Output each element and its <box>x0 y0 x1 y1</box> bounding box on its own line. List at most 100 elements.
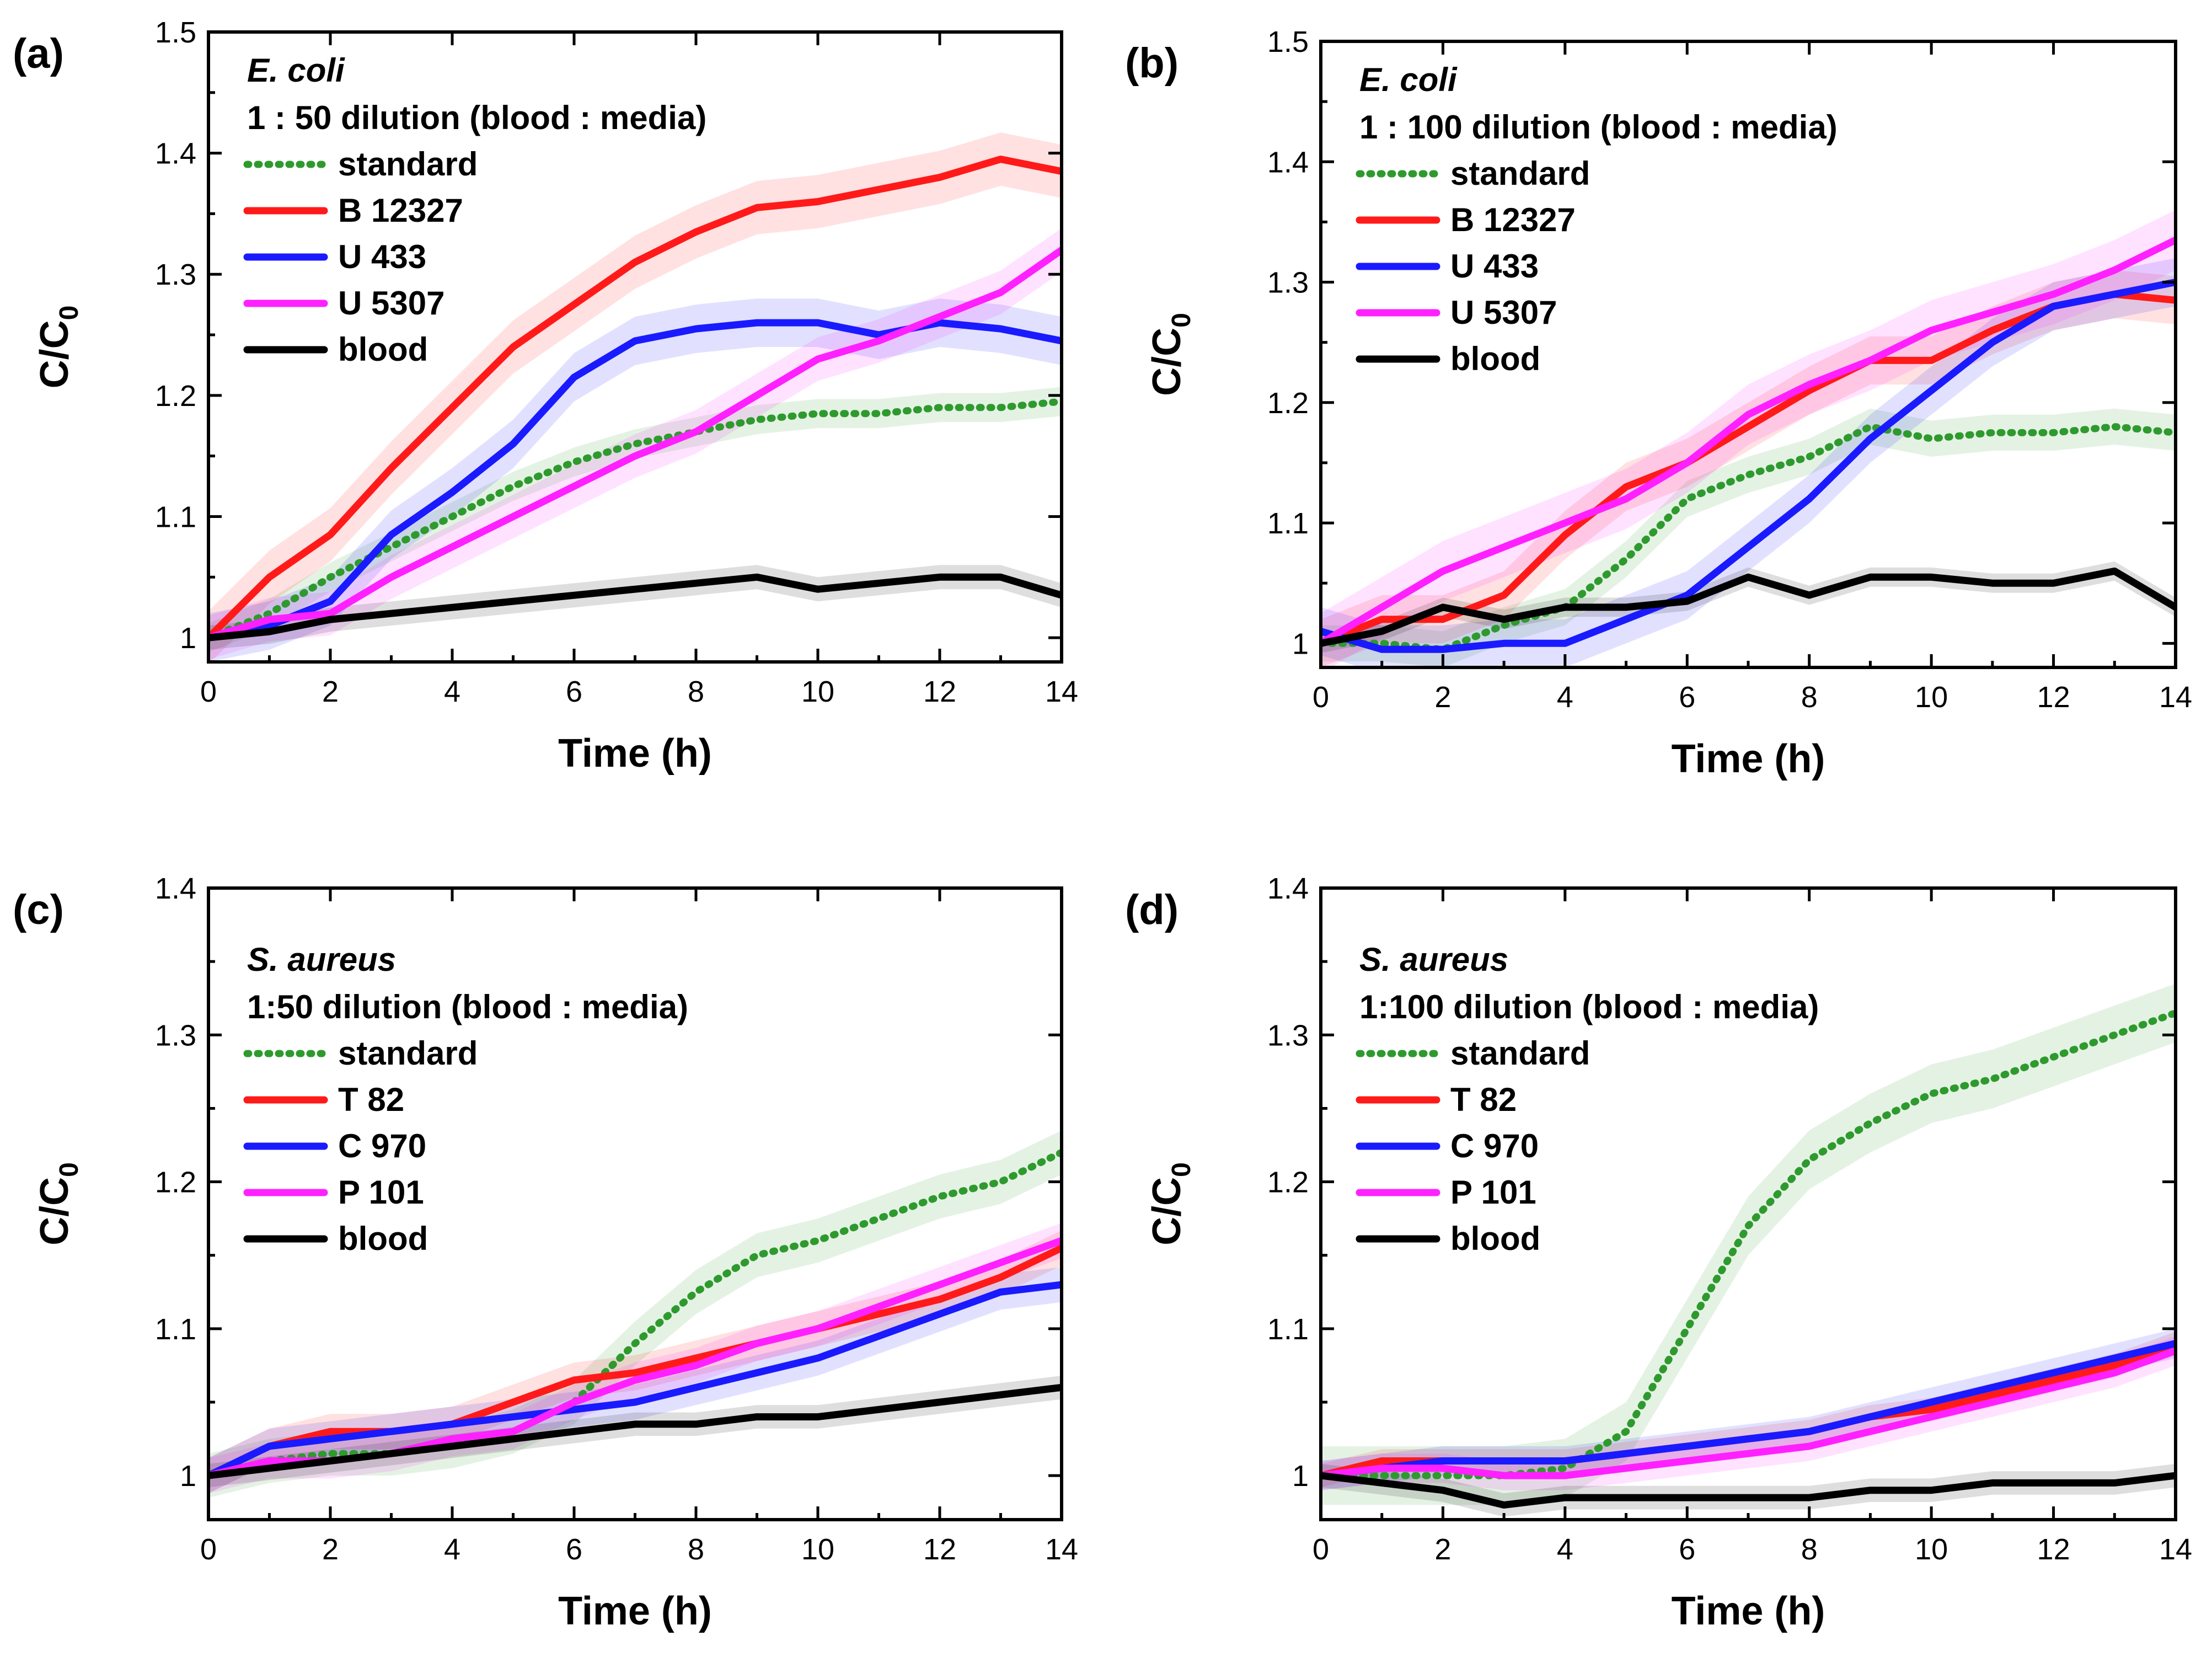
x-tick-label: 8 <box>1801 1533 1818 1566</box>
series-band-u-433 <box>1321 258 2176 667</box>
y-tick-label: 1 <box>1292 1460 1309 1493</box>
y-tick-label: 1 <box>180 1460 196 1493</box>
y-tick-label: 1 <box>180 622 196 655</box>
y-axis-title-subscript: 0 <box>1167 1162 1196 1177</box>
plot-area <box>208 132 1062 662</box>
legend-label: blood <box>1450 1220 1540 1257</box>
x-tick-label: 6 <box>566 1533 582 1566</box>
x-tick-label: 6 <box>566 675 582 708</box>
legend-label: C 970 <box>338 1127 426 1164</box>
plot-area <box>1321 983 2176 1517</box>
series-line-standard <box>208 1148 1062 1479</box>
series-line-c-970 <box>208 1281 1062 1479</box>
series-line-p-101 <box>1321 1347 2176 1479</box>
series-line-u-5307 <box>208 246 1062 642</box>
y-tick-label: 1.1 <box>1267 507 1309 540</box>
x-tick-label: 2 <box>322 675 339 708</box>
x-tick-label: 12 <box>2037 1533 2070 1566</box>
x-tick-label: 14 <box>2159 1533 2192 1566</box>
x-tick-label: 2 <box>1434 681 1451 714</box>
y-tick-label: 1.1 <box>155 1313 196 1346</box>
x-tick-label: 0 <box>1313 1533 1329 1566</box>
panel-label: (a) <box>13 30 64 77</box>
x-tick-label: 12 <box>923 1533 956 1566</box>
series-line-c-970 <box>1321 1340 2176 1479</box>
legend-organism: E. coli <box>1359 61 1458 98</box>
x-tick-label: 10 <box>801 1533 834 1566</box>
series-line-standard <box>1321 423 2176 653</box>
legend-label: U 5307 <box>338 285 444 322</box>
y-tick-label: 1.2 <box>1267 387 1309 420</box>
legend-label: standard <box>338 146 478 183</box>
legend-dilution: 1 : 50 dilution (blood : media) <box>247 99 706 136</box>
x-axis-title: Time (h) <box>558 1589 712 1633</box>
y-tick-label: 1.1 <box>1267 1313 1309 1346</box>
y-axis-title-subscript: 0 <box>55 1162 84 1177</box>
y-tick-label: 1.5 <box>1267 25 1309 58</box>
x-tick-label: 0 <box>200 675 217 708</box>
legend-dilution: 1:50 dilution (blood : media) <box>247 988 688 1025</box>
series-band-standard <box>208 1130 1062 1498</box>
panel-label: (b) <box>1125 40 1179 87</box>
plot-area <box>208 1130 1062 1498</box>
y-axis-title: C/C0 <box>33 1162 84 1246</box>
series-line-u-5307 <box>1321 236 2176 647</box>
y-axis-title-main: C/C <box>33 1177 77 1246</box>
series-band-standard <box>1321 408 2176 667</box>
y-tick-label: 1.1 <box>155 500 196 533</box>
x-tick-label: 4 <box>1557 681 1573 714</box>
legend-organism: S. aureus <box>1359 941 1508 978</box>
legend-dilution: 1 : 100 dilution (blood : media) <box>1359 109 1838 146</box>
series-line-b-12327 <box>208 156 1062 642</box>
series-line-standard <box>208 398 1062 642</box>
x-tick-label: 10 <box>1915 1533 1948 1566</box>
legend-label: standard <box>1450 1035 1590 1072</box>
legend-label: U 433 <box>338 238 426 275</box>
series-line-blood <box>1321 567 2176 647</box>
y-tick-label: 1.3 <box>1267 266 1309 300</box>
x-axis-title: Time (h) <box>1672 737 1825 781</box>
legend-label: P 101 <box>1450 1174 1536 1211</box>
x-tick-label: 8 <box>1801 681 1818 714</box>
y-tick-label: 1 <box>1292 627 1309 660</box>
legend-label: U 433 <box>1450 248 1539 285</box>
y-tick-label: 1.4 <box>155 137 196 170</box>
y-axis-title-subscript: 0 <box>1167 313 1196 328</box>
y-axis-title: C/C0 <box>33 306 84 389</box>
y-tick-label: 1.2 <box>155 1166 196 1199</box>
x-tick-label: 4 <box>444 1533 460 1566</box>
x-tick-label: 12 <box>923 675 956 708</box>
x-tick-label: 10 <box>1915 681 1948 714</box>
y-tick-label: 1.5 <box>155 16 196 49</box>
y-axis-title-main: C/C <box>1145 1177 1189 1246</box>
series-line-blood <box>1321 1472 2176 1509</box>
legend-dilution: 1:100 dilution (blood : media) <box>1359 988 1819 1025</box>
series-band-b-12327 <box>208 132 1062 662</box>
legend-label: C 970 <box>1450 1127 1539 1164</box>
series-band-blood <box>208 1376 1062 1488</box>
series-line-u-433 <box>1321 279 2176 653</box>
legend-label: standard <box>338 1035 478 1072</box>
y-tick-label: 1.3 <box>1267 1019 1309 1052</box>
x-tick-label: 14 <box>1045 1533 1078 1566</box>
x-tick-label: 4 <box>444 675 460 708</box>
x-tick-label: 8 <box>688 675 704 708</box>
x-axis-title: Time (h) <box>1672 1589 1825 1633</box>
panel-label: (d) <box>1125 886 1179 933</box>
x-tick-label: 10 <box>801 675 834 708</box>
y-axis-title-main: C/C <box>1145 328 1189 396</box>
legend-label: blood <box>1450 340 1540 377</box>
panel-label: (c) <box>13 886 64 933</box>
legend-label: B 12327 <box>338 192 463 229</box>
series-line-standard <box>1321 1009 2176 1479</box>
y-axis-title: C/C0 <box>1145 1162 1196 1246</box>
series-line-blood <box>208 1383 1062 1479</box>
legend-organism: E. coli <box>247 52 345 89</box>
x-tick-label: 0 <box>1313 681 1329 714</box>
x-tick-label: 6 <box>1679 1533 1695 1566</box>
y-tick-label: 1.3 <box>155 258 196 291</box>
x-tick-label: 4 <box>1557 1533 1573 1566</box>
